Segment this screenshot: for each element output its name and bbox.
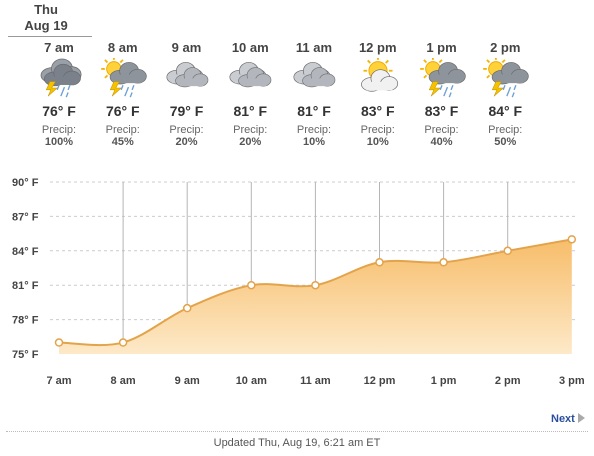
hour-column: 10 am 81° F Precip: 20%	[218, 40, 282, 149]
day-date: Aug 19	[24, 18, 68, 33]
hour-temperature: 81° F	[297, 103, 331, 119]
hour-time: 7 am	[44, 40, 74, 55]
data-point	[54, 338, 64, 347]
precip-label: Precip:	[233, 124, 268, 136]
hour-column: 11 am 81° F Precip: 10%	[282, 40, 346, 149]
next-arrow-icon[interactable]	[577, 413, 585, 423]
hour-temperature: 76° F	[105, 103, 140, 119]
precip-value: 20%	[239, 136, 262, 148]
hour-column: 1 pm 83° F Precip: 40%	[410, 40, 474, 149]
thunderstorm-icon	[35, 58, 83, 98]
hour-time: 8 am	[107, 40, 138, 55]
next-label[interactable]: Next	[551, 413, 575, 425]
next-button[interactable]: Next	[551, 413, 585, 425]
data-point	[118, 338, 128, 347]
data-point	[375, 258, 384, 267]
partly-sunny-icon	[354, 56, 402, 98]
precip-value: 20%	[175, 136, 198, 148]
hour-time: 1 pm	[426, 40, 457, 55]
x-tick-label: 9 am	[175, 375, 200, 387]
y-tick-label: 90° F	[12, 177, 39, 189]
x-tick-label: 2 pm	[495, 375, 521, 387]
hour-column: 7 am 76° F Precip: 100%	[27, 40, 91, 149]
sun-thunderstorm-icon	[99, 56, 147, 98]
day-divider	[8, 36, 92, 37]
precip-value: 10%	[366, 136, 389, 148]
day-weekday: Thu	[34, 2, 58, 17]
temperature-area	[59, 239, 572, 354]
temperature-chart: 75° F 78° F 81° F 84° F 87° F 90° F 7 am 8 am 9 …	[12, 177, 585, 387]
precip-value: 50%	[494, 136, 517, 148]
hour-time: 12 pm	[358, 40, 397, 55]
precip-label: Precip:	[296, 124, 332, 136]
precip-label: Precip:	[105, 124, 140, 136]
precip-label: Precip:	[41, 124, 77, 136]
y-tick-label: 84° F	[12, 246, 39, 258]
x-tick-label: 12 pm	[364, 375, 396, 387]
hour-temperature: 83° F	[360, 103, 395, 119]
y-tick-label: 87° F	[12, 211, 39, 223]
hour-temperature: 81° F	[233, 103, 268, 119]
data-point	[311, 280, 320, 290]
y-tick-label: 78° F	[12, 315, 39, 327]
precip-value: 40%	[430, 136, 453, 148]
data-point	[439, 258, 448, 267]
precip-label: Precip:	[424, 124, 459, 136]
precip-value: 100%	[44, 136, 74, 148]
hour-time: 11 am	[295, 40, 333, 55]
hour-column: 9 am 79° F Precip: 20%	[155, 40, 219, 149]
x-tick-label: 8 am	[111, 375, 136, 387]
x-tick-label: 11 am	[300, 375, 331, 387]
hour-time: 9 am	[171, 40, 202, 55]
precip-label: Precip:	[488, 124, 523, 136]
hour-time: 2 pm	[490, 40, 521, 55]
data-point	[182, 303, 192, 313]
x-tick-label: 3 pm	[559, 375, 585, 387]
cloudy-icon	[290, 58, 338, 98]
hour-column: 12 pm 83° F Precip: 10%	[346, 40, 410, 149]
hour-temperature: 79° F	[169, 103, 204, 119]
x-tick-label: 7 am	[46, 375, 71, 387]
y-tick-label: 81° F	[12, 280, 39, 292]
updated-timestamp: Updated Thu, Aug 19, 6:21 am ET	[213, 437, 381, 449]
precip-label: Precip:	[360, 124, 395, 136]
hour-temperature: 83° F	[424, 103, 459, 119]
day-header: Thu Aug 19	[0, 0, 92, 37]
hour-column: 8 am 76° F Precip: 45%	[91, 40, 155, 149]
data-point	[567, 235, 577, 244]
sun-thunderstorm-icon	[481, 56, 529, 98]
sun-thunderstorm-icon	[418, 56, 466, 98]
precip-label: Precip:	[169, 124, 204, 136]
precip-value: 10%	[302, 136, 326, 148]
hour-temperature: 76° F	[42, 103, 76, 119]
y-tick-label: 75° F	[12, 349, 39, 361]
hourly-forecast-row: 7 am 76° F Precip: 100% 8 am 76° F Preci…	[27, 40, 539, 152]
hour-temperature: 84° F	[488, 103, 523, 119]
hour-column: 2 pm 84° F Precip: 50%	[473, 40, 537, 149]
x-tick-label: 10 am	[236, 375, 267, 387]
hour-time: 10 am	[231, 40, 269, 55]
footer-divider	[6, 431, 588, 432]
x-tick-label: 1 pm	[431, 375, 457, 387]
precip-value: 45%	[111, 136, 134, 148]
data-point	[247, 280, 256, 290]
cloudy-icon	[163, 58, 211, 98]
data-point	[503, 246, 512, 256]
cloudy-icon	[226, 58, 274, 98]
